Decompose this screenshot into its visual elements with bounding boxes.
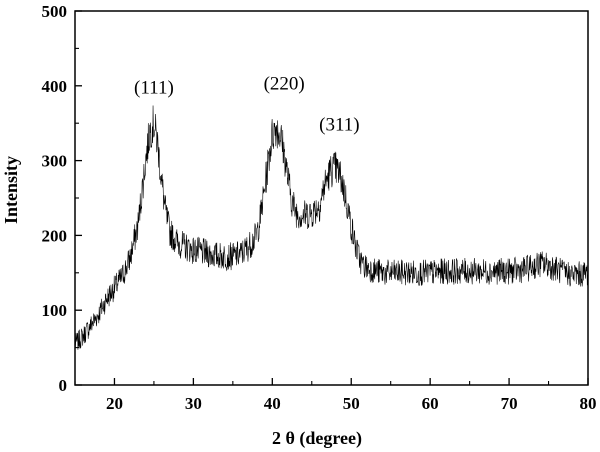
x-tick-label: 40 xyxy=(264,394,281,413)
x-tick-label: 70 xyxy=(501,394,518,413)
x-tick-label: 50 xyxy=(343,394,360,413)
y-tick-label: 400 xyxy=(42,77,68,96)
plot-frame xyxy=(74,10,589,386)
x-tick-label: 30 xyxy=(185,394,202,413)
ticks-layer xyxy=(74,10,589,386)
y-tick-label: 500 xyxy=(42,2,68,21)
peak-label: (220) xyxy=(264,74,305,95)
labels-layer: 20 30 40 50 60 70 80 0 100 200 300 400 500 (111) (220)… xyxy=(42,2,597,413)
x-tick-label: 80 xyxy=(580,394,597,413)
xrd-pattern-line xyxy=(74,105,589,350)
y-axis-title: Intensity xyxy=(1,156,21,224)
x-tick-label: 20 xyxy=(106,394,123,413)
y-tick-label: 0 xyxy=(59,376,68,395)
peak-label: (111) xyxy=(134,77,174,98)
x-axis-title: 2 θ (degree) xyxy=(272,428,362,449)
plot-layer xyxy=(74,105,589,350)
x-tick-label: 60 xyxy=(422,394,439,413)
y-tick-label: 200 xyxy=(42,226,68,245)
peak-label: (311) xyxy=(319,115,359,136)
y-tick-label: 300 xyxy=(42,152,68,171)
y-tick-label: 100 xyxy=(42,301,68,320)
